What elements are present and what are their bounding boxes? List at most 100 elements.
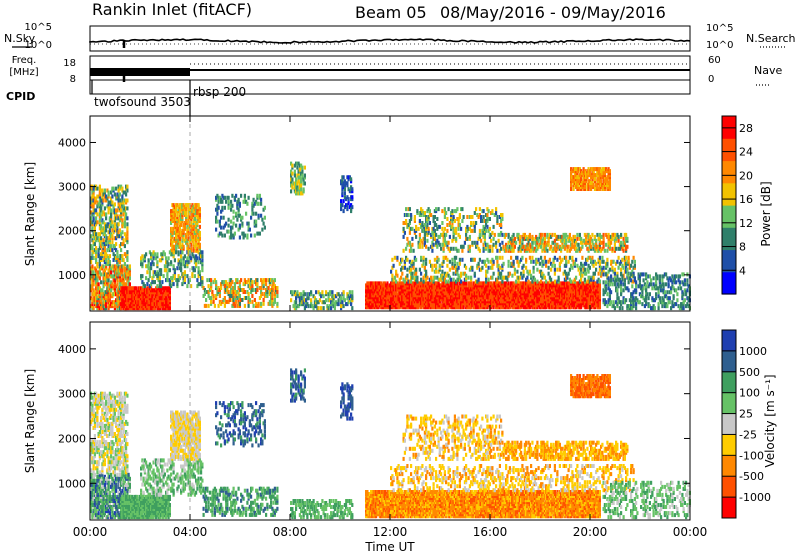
scatter-cell (237, 197, 240, 202)
scatter-cell (396, 281, 399, 286)
scatter-cell (101, 264, 104, 269)
scatter-cell (118, 302, 121, 307)
scatter-cell (196, 242, 199, 247)
scatter-cell (110, 208, 113, 213)
scatter-cell (181, 282, 184, 287)
scatter-cell (133, 286, 136, 291)
scatter-cell (98, 242, 101, 247)
scatter-cell (172, 213, 175, 217)
scatter-cell (198, 252, 201, 257)
scatter-cell (256, 231, 259, 236)
scatter-cell (191, 234, 194, 239)
scatter-cell (536, 295, 539, 300)
scatter-cell (97, 202, 100, 207)
scatter-cell (415, 293, 418, 298)
scatter-cell (367, 287, 370, 292)
scatter-cell (263, 292, 266, 296)
scatter-cell (101, 218, 104, 223)
scatter-cell (580, 297, 583, 302)
scatter-cell (226, 282, 229, 287)
scatter-cell (232, 301, 235, 306)
scatter-cell (425, 257, 428, 262)
scatter-cell (570, 289, 573, 294)
scatter-cell (315, 290, 318, 295)
scatter-cell (107, 298, 110, 303)
scatter-cell (197, 228, 200, 233)
scatter-cell (237, 213, 240, 218)
scatter-cell (385, 283, 388, 288)
scatter-cell (426, 287, 429, 292)
scatter-cell (126, 278, 129, 283)
scatter-cell (330, 306, 333, 311)
scatter-cell (227, 223, 230, 228)
scatter-cell (247, 284, 250, 289)
scatter-cell (576, 287, 579, 292)
power-scatter (90, 161, 691, 311)
scatter-cell (406, 257, 409, 262)
scatter-cell (498, 281, 501, 286)
scatter-cell (535, 299, 538, 304)
scatter-cell (403, 279, 406, 284)
scatter-cell (116, 232, 119, 237)
scatter-cell (346, 175, 349, 180)
scatter-cell (230, 288, 233, 292)
scatter-cell (500, 281, 503, 286)
scatter-cell (183, 238, 186, 243)
scatter-cell (228, 284, 231, 289)
scatter-cell (272, 301, 275, 306)
scatter-cell (306, 302, 309, 307)
scatter-cell (141, 254, 144, 259)
scatter-cell (115, 242, 118, 247)
scatter-cell (97, 248, 100, 253)
scatter-cell (470, 265, 473, 270)
scatter-cell (170, 284, 173, 289)
scatter-cell (291, 177, 294, 182)
scatter-cell (303, 165, 306, 170)
scatter-cell (208, 278, 211, 283)
scatter-cell (495, 281, 498, 286)
scatter-cell (92, 278, 95, 283)
scatter-cell (92, 306, 95, 311)
scatter-cell (143, 284, 146, 289)
scatter-cell (405, 275, 408, 280)
scatter-cell (411, 259, 414, 264)
scatter-cell (117, 300, 120, 305)
scatter-cell (101, 252, 104, 257)
scatter-cell (235, 278, 238, 283)
scatter-cell (122, 290, 125, 295)
scatter-cell (113, 284, 116, 289)
scatter-cell (448, 267, 451, 272)
scatter-cell (116, 282, 119, 287)
scatter-cell (290, 177, 293, 182)
scatter-cell (98, 306, 101, 311)
scatter-cell (156, 284, 159, 289)
scatter-cell (98, 198, 101, 203)
scatter-cell (96, 264, 99, 269)
scatter-cell (221, 199, 224, 204)
scatter-cell (243, 278, 246, 283)
scatter-cell (501, 255, 504, 260)
scatter-cell (451, 265, 454, 270)
scatter-cell (181, 238, 184, 243)
scatter-cell (111, 264, 114, 269)
scatter-cell (115, 196, 118, 201)
nsearch-tick-top: 10^5 (706, 23, 733, 34)
scatter-cell (195, 258, 198, 263)
scatter-cell (468, 267, 471, 272)
scatter-cell (148, 266, 151, 271)
scatter-cell (126, 272, 129, 277)
scatter-cell (150, 262, 153, 267)
scatter-cell (226, 195, 229, 200)
scatter-cell (521, 281, 524, 286)
scatter-cell (106, 298, 109, 303)
scatter-cell (388, 283, 391, 288)
scatter-cell (207, 294, 210, 298)
scatter-cell (198, 213, 201, 217)
scatter-cell (186, 284, 189, 289)
scatter-cell (476, 263, 479, 268)
scatter-cell (92, 250, 95, 255)
scatter-cell (298, 181, 301, 186)
scatter-cell (231, 286, 234, 290)
scatter-cell (155, 256, 158, 261)
scatter-cell (400, 281, 403, 286)
